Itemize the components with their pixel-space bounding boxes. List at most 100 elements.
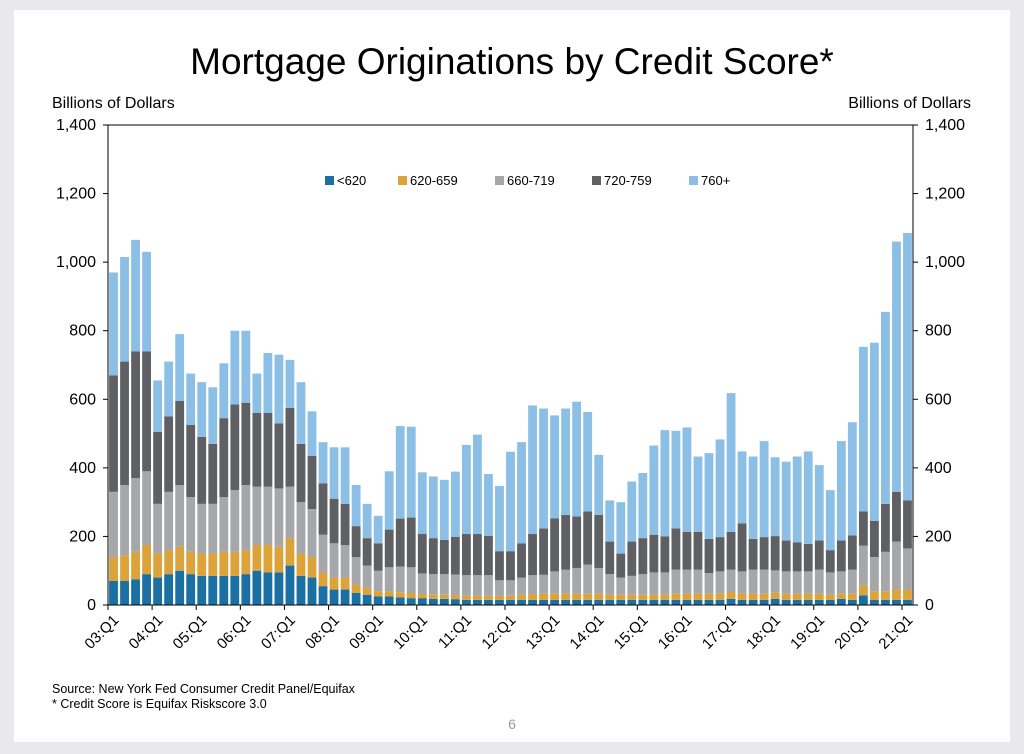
bar-segment (351, 584, 361, 593)
bar-segment (428, 574, 438, 595)
bar-segment (881, 599, 890, 605)
bar-segment (307, 577, 317, 605)
bar-segment (164, 416, 174, 492)
bar-segment (517, 442, 526, 544)
bar-segment (759, 599, 769, 605)
bar-segment (550, 593, 560, 600)
right-axis-unit-label: Billions of Dollars (848, 95, 971, 112)
bar-segment (495, 580, 504, 596)
bar-segment (109, 272, 118, 376)
bar-segment (230, 575, 240, 605)
bar-segment (296, 382, 306, 444)
bar-segment (792, 593, 802, 600)
bar-segment (825, 490, 835, 551)
bar-segment (274, 423, 284, 489)
bar-segment (384, 529, 394, 568)
bar-segment (693, 456, 703, 532)
bar-segment (164, 550, 174, 575)
bar-segment (605, 594, 615, 600)
bar-segment (307, 455, 317, 509)
bar-segment (726, 569, 736, 592)
bar-segment (671, 599, 681, 605)
bar-segment (759, 537, 769, 570)
bar-segment (484, 575, 493, 596)
bar-segment (649, 445, 659, 535)
bar-segment (263, 572, 273, 605)
bar-segment (781, 593, 791, 600)
bar-segment (781, 599, 791, 605)
bar-segment (384, 591, 394, 597)
bar-segment (395, 592, 405, 598)
bar-segment (814, 569, 824, 594)
bar-segment (186, 551, 196, 575)
bar-segment (869, 342, 879, 521)
bar-segment (693, 531, 703, 570)
bar-segment (241, 402, 251, 485)
left-y-tick-label: 200 (69, 528, 96, 545)
bar-segment (627, 541, 637, 576)
bar-segment (869, 521, 879, 557)
bar-segment (109, 375, 118, 492)
bar-segment (517, 599, 526, 605)
bar-segment (473, 599, 482, 605)
bar-segment (726, 393, 736, 532)
bar-segment (384, 471, 394, 530)
legend-swatch (689, 176, 698, 185)
bar-segment (175, 485, 185, 547)
x-tick-label: 06:Q1 (214, 612, 255, 653)
bar-segment (803, 593, 813, 600)
bar-segment (737, 523, 747, 572)
bar-segment (219, 363, 229, 419)
page-number: 6 (508, 716, 516, 732)
bar-segment (539, 593, 548, 600)
bar-segment (561, 599, 571, 605)
x-tick-label: 05:Q1 (170, 612, 211, 653)
bar-segment (109, 581, 118, 605)
bar-segment (737, 451, 747, 524)
bar-segment (340, 545, 350, 578)
bar-segment (263, 486, 273, 545)
bar-segment (528, 405, 537, 535)
bar-segment (142, 351, 151, 472)
bar-segment (285, 359, 295, 408)
bar-segment (847, 535, 857, 570)
bar-segment (704, 573, 714, 594)
bar-segment (561, 408, 571, 515)
bar-segment (208, 575, 218, 605)
bar-segment (572, 567, 582, 594)
bar-segment (748, 593, 758, 600)
right-y-tick-label: 200 (925, 528, 952, 545)
bar-segment (726, 591, 736, 599)
bar-segment (186, 425, 196, 497)
bar-segment (649, 594, 659, 600)
bar-segment (892, 541, 901, 590)
bar-segment (495, 551, 504, 581)
x-tick-label: 13:Q1 (523, 612, 564, 653)
bar-segment (539, 408, 548, 529)
bar-segment (781, 571, 791, 594)
bar-segment (473, 434, 482, 535)
bar-segment (715, 571, 725, 594)
bar-segment (153, 553, 163, 578)
bar-segment (186, 497, 196, 552)
bar-segment (109, 491, 118, 557)
bar-segment (814, 540, 824, 570)
bar-segment (803, 543, 813, 572)
bar-segment (506, 595, 515, 600)
bar-segment (219, 497, 229, 552)
right-y-tick-label: 800 (925, 323, 952, 340)
bar-segment (329, 447, 339, 499)
bar-segment (858, 595, 868, 605)
bar-segment (517, 577, 526, 595)
bar-segment (561, 514, 571, 570)
bar-segment (208, 553, 218, 576)
bar-segment (230, 330, 240, 405)
bar-segment (484, 474, 493, 536)
bar-segment (285, 538, 295, 566)
bar-segment (572, 599, 582, 605)
bar-segment (417, 472, 427, 535)
bar-segment (417, 598, 427, 605)
bar-segment (892, 599, 901, 605)
bar-segment (208, 443, 218, 504)
x-tick-label: 09:Q1 (346, 612, 387, 653)
